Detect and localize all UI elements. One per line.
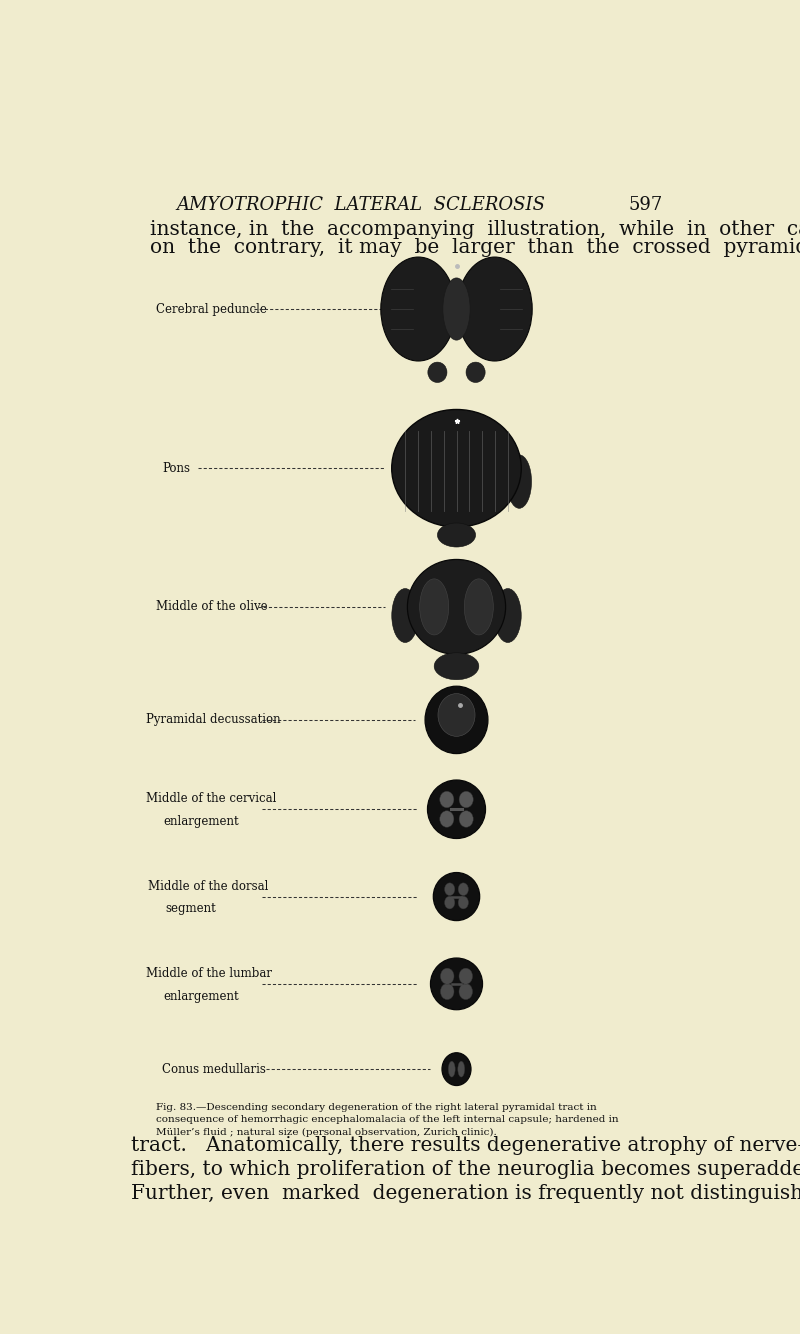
Text: Middle of the lumbar: Middle of the lumbar xyxy=(146,967,273,980)
Text: AMYOTROPHIC  LATERAL  SCLEROSIS: AMYOTROPHIC LATERAL SCLEROSIS xyxy=(176,196,545,213)
Text: Further, even  marked  degeneration is frequently not distinguish-: Further, even marked degeneration is fre… xyxy=(131,1185,800,1203)
Text: fibers, to which proliferation of the neuroglia becomes superadded.: fibers, to which proliferation of the ne… xyxy=(131,1161,800,1179)
Ellipse shape xyxy=(438,523,475,547)
Ellipse shape xyxy=(445,896,454,908)
Ellipse shape xyxy=(464,579,494,635)
Ellipse shape xyxy=(448,1062,455,1077)
Text: Pyramidal decussation: Pyramidal decussation xyxy=(146,714,281,727)
Ellipse shape xyxy=(445,883,454,895)
Text: enlargement: enlargement xyxy=(164,815,239,828)
Ellipse shape xyxy=(392,588,418,643)
Ellipse shape xyxy=(440,791,454,808)
Ellipse shape xyxy=(381,257,456,362)
Text: Pons: Pons xyxy=(162,462,190,475)
Ellipse shape xyxy=(441,968,454,984)
Ellipse shape xyxy=(459,811,474,827)
Text: Conus medullaris: Conus medullaris xyxy=(162,1063,266,1075)
Ellipse shape xyxy=(407,559,506,655)
Ellipse shape xyxy=(443,277,470,340)
Ellipse shape xyxy=(392,410,522,527)
Text: on  the  contrary,  it may  be  larger  than  the  crossed  pyramidal: on the contrary, it may be larger than t… xyxy=(150,239,800,257)
Ellipse shape xyxy=(466,362,485,383)
Ellipse shape xyxy=(420,579,449,635)
Text: Middle of the cervical: Middle of the cervical xyxy=(146,792,277,806)
Text: Cerebral peduncle: Cerebral peduncle xyxy=(156,303,266,316)
Ellipse shape xyxy=(507,455,531,508)
Ellipse shape xyxy=(458,883,469,895)
Ellipse shape xyxy=(441,983,454,999)
Ellipse shape xyxy=(494,588,522,643)
Ellipse shape xyxy=(428,362,447,383)
Ellipse shape xyxy=(458,896,469,908)
Ellipse shape xyxy=(459,791,474,808)
Text: 597: 597 xyxy=(629,196,662,213)
Ellipse shape xyxy=(458,1062,465,1077)
Ellipse shape xyxy=(425,686,488,754)
Ellipse shape xyxy=(457,257,532,362)
Text: Middle of the dorsal: Middle of the dorsal xyxy=(148,880,269,892)
Ellipse shape xyxy=(440,811,454,827)
Ellipse shape xyxy=(430,958,482,1010)
Text: segment: segment xyxy=(166,902,217,915)
Text: enlargement: enlargement xyxy=(164,990,239,1003)
Ellipse shape xyxy=(438,694,475,736)
Text: instance, in  the  accompanying  illustration,  while  in  other  cases,: instance, in the accompanying illustrati… xyxy=(150,220,800,239)
Ellipse shape xyxy=(442,1053,471,1086)
Ellipse shape xyxy=(434,872,480,920)
Text: Fig. 83.—Descending secondary degeneration of the right lateral pyramidal tract : Fig. 83.—Descending secondary degenerati… xyxy=(156,1103,618,1137)
Ellipse shape xyxy=(434,652,479,680)
Text: Middle of the olive: Middle of the olive xyxy=(156,600,267,614)
Ellipse shape xyxy=(427,780,486,839)
Ellipse shape xyxy=(459,983,473,999)
Text: tract.   Anatomically, there results degenerative atrophy of nerve-: tract. Anatomically, there results degen… xyxy=(131,1137,800,1155)
Ellipse shape xyxy=(459,968,473,984)
